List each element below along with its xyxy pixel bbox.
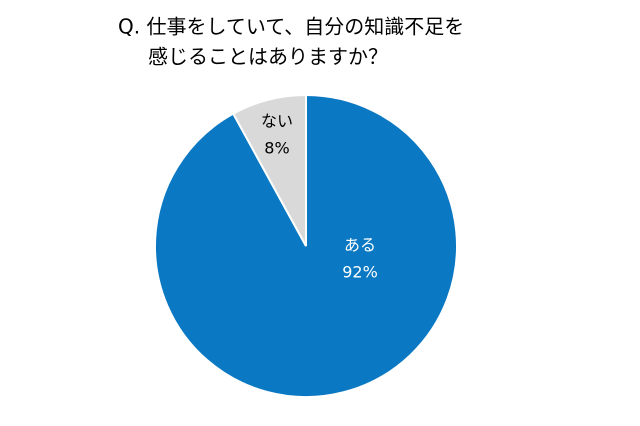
pie-slice xyxy=(231,93,307,247)
chart-title: 感じることはありますか？ xyxy=(148,45,388,69)
value-label: 8% xyxy=(264,139,289,158)
value-label: 92% xyxy=(342,263,378,282)
slice-label: ある xyxy=(344,236,376,255)
slice-label: ない xyxy=(261,112,293,131)
chart-title: Q. 仕事をしていて、自分の知識不足を xyxy=(118,15,464,39)
